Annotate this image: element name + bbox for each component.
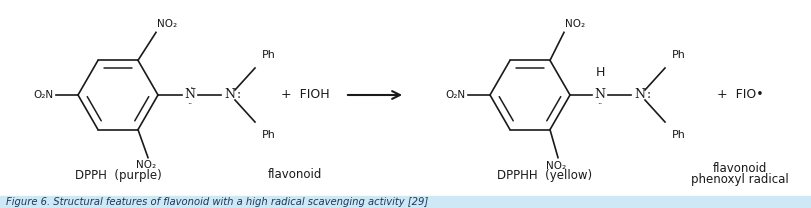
Text: N: N: [633, 88, 645, 102]
Text: DPPHH  (yellow): DPPHH (yellow): [497, 168, 592, 182]
Text: :: :: [646, 88, 650, 102]
Text: H: H: [594, 66, 604, 79]
Text: phenoxyl radical: phenoxyl radical: [690, 173, 788, 187]
Text: ··: ··: [187, 100, 192, 108]
Text: N: N: [594, 88, 605, 102]
Text: flavonoid: flavonoid: [268, 168, 322, 182]
Text: DPPH  (purple): DPPH (purple): [75, 168, 161, 182]
Text: O₂N: O₂N: [445, 90, 466, 100]
Text: Ph: Ph: [262, 50, 276, 60]
Text: N: N: [224, 88, 235, 102]
Text: Ph: Ph: [672, 130, 685, 140]
Text: NO₂: NO₂: [135, 160, 156, 170]
Text: Figure 6. Structural features of flavonoid with a high radical scavenging activi: Figure 6. Structural features of flavono…: [6, 197, 427, 207]
Text: :: :: [237, 88, 241, 102]
Text: O₂N: O₂N: [34, 90, 54, 100]
Text: NO₂: NO₂: [157, 19, 177, 29]
Text: +  FIOH: + FIOH: [281, 88, 329, 102]
Text: NO₂: NO₂: [545, 161, 565, 171]
Text: Ṅ: Ṅ: [184, 88, 195, 102]
Text: Ph: Ph: [672, 50, 685, 60]
Text: Ph: Ph: [262, 130, 276, 140]
Text: flavonoid: flavonoid: [712, 161, 766, 175]
Text: +  FIO•: + FIO•: [716, 88, 762, 102]
Bar: [0, 196, 811, 208]
Text: ··: ··: [597, 100, 602, 108]
Text: NO₂: NO₂: [564, 19, 585, 29]
